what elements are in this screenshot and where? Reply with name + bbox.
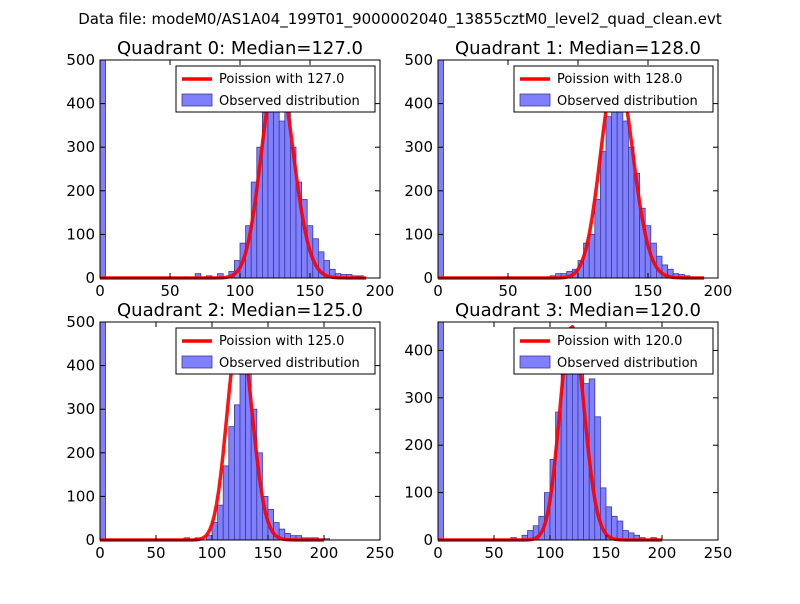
- histogram-bar: [616, 520, 624, 541]
- quadrant-2-axes: 0 50 100 150 200 250 0 100 200 300 400 500: [66, 313, 394, 562]
- x-tick-label: 0: [95, 544, 105, 562]
- quadrant-1-legend-line-label: Poission with 128.0: [557, 72, 682, 87]
- quadrant-1-axes: 0 50 100 150 200 0 100 200 300 400 500: [404, 51, 732, 300]
- axes-frame: [99, 321, 381, 541]
- y-tick-label: 400: [404, 95, 433, 113]
- y-tick-label: 500: [66, 313, 95, 331]
- quadrant-0-legend: Poission with 127.0 Observed distribution: [175, 65, 376, 113]
- histogram-bar: [222, 465, 230, 541]
- histogram-bar: [99, 59, 106, 279]
- quadrant-0-legend-line-label: Poission with 127.0: [219, 72, 344, 87]
- histogram-bar: [622, 120, 629, 279]
- y-tick-label: 200: [404, 182, 433, 200]
- x-tick-label: 0: [433, 544, 443, 562]
- x-tick-label: 150: [634, 282, 663, 300]
- y-tick-label: 200: [404, 436, 433, 454]
- x-tick-label: 50: [160, 282, 179, 300]
- x-tick-label: 100: [226, 282, 255, 300]
- histogram-bar: [278, 120, 286, 279]
- quadrant-1-title: Quadrant 1: Median=128.0: [455, 38, 701, 59]
- y-tick-label: 300: [66, 400, 95, 418]
- quadrant-2-legend-line-label: Poission with 125.0: [219, 334, 344, 349]
- y-tick-label: 400: [404, 341, 433, 359]
- quadrant-0-legend-bar-label: Observed distribution: [219, 94, 360, 109]
- y-tick-label: 100: [66, 487, 95, 505]
- quadrant-1-panel: Quadrant 1: Median=128.0 0 50 100 150 200 0 10…: [404, 38, 732, 300]
- y-tick-label: 300: [66, 138, 95, 156]
- quadrant-2-legend-bar-label: Observed distribution: [219, 356, 360, 371]
- x-tick-label: 150: [254, 544, 283, 562]
- quadrant-3-legend-line-label: Poission with 120.0: [557, 334, 682, 349]
- x-tick-label: 50: [146, 544, 165, 562]
- x-tick-label: 100: [536, 544, 565, 562]
- x-tick-label: 150: [592, 544, 621, 562]
- quadrant-1-legend-bar-label: Observed distribution: [557, 94, 698, 109]
- figure-suptitle: Data file: modeM0/AS1A04_199T01_90000020…: [78, 10, 722, 29]
- x-tick-label: 0: [95, 282, 105, 300]
- y-tick-label: 0: [423, 269, 433, 287]
- legend-bar-swatch: [181, 355, 213, 369]
- x-tick-label: 50: [498, 282, 517, 300]
- x-tick-label: 200: [704, 282, 733, 300]
- y-tick-label: 100: [404, 225, 433, 243]
- quadrant-2-title: Quadrant 2: Median=125.0: [117, 300, 363, 321]
- x-tick-label: 50: [484, 544, 503, 562]
- axes-frame: [437, 321, 719, 541]
- y-tick-label: 500: [66, 51, 95, 69]
- quadrant-2-legend: Poission with 125.0 Observed distribution: [175, 327, 376, 375]
- quadrant-0-title: Quadrant 0: Median=127.0: [117, 38, 363, 59]
- quadrant-2-panel: Quadrant 2: Median=125.0 0 50 100 150 200 250…: [66, 300, 394, 562]
- quadrant-0-panel: Quadrant 0: Median=127.0 0 50 100 150 200 0 10…: [66, 38, 394, 300]
- quadrant-3-legend: Poission with 120.0 Observed distribution: [513, 327, 714, 375]
- histogram-bar: [437, 321, 444, 541]
- histogram-bar: [99, 321, 106, 541]
- histogram-bar: [594, 199, 601, 279]
- y-tick-label: 200: [66, 182, 95, 200]
- y-tick-label: 0: [85, 269, 95, 287]
- histogram-bar: [611, 90, 618, 279]
- quadrant-1-legend: Poission with 128.0 Observed distribution: [513, 65, 714, 113]
- legend-bar-swatch: [181, 93, 213, 107]
- histogram-bar: [267, 103, 274, 279]
- histogram-bar: [233, 404, 241, 541]
- x-tick-label: 200: [648, 544, 677, 562]
- legend-bar-swatch: [519, 355, 551, 369]
- y-tick-label: 400: [66, 357, 95, 375]
- quadrant-3-legend-bar-label: Observed distribution: [557, 356, 698, 371]
- y-tick-label: 100: [66, 225, 95, 243]
- quadrant-3-title: Quadrant 3: Median=120.0: [455, 300, 701, 321]
- histogram-bar: [611, 515, 618, 541]
- y-tick-label: 300: [404, 138, 433, 156]
- histogram-bar: [566, 350, 573, 541]
- x-tick-label: 200: [366, 282, 395, 300]
- y-tick-label: 300: [404, 389, 433, 407]
- histogram-bar: [228, 426, 235, 541]
- y-tick-label: 100: [404, 484, 433, 502]
- y-tick-label: 200: [66, 444, 95, 462]
- x-tick-label: 100: [198, 544, 227, 562]
- x-tick-label: 250: [366, 544, 395, 562]
- legend-bar-swatch: [519, 93, 551, 107]
- y-tick-label: 500: [404, 51, 433, 69]
- y-tick-label: 0: [85, 531, 95, 549]
- x-tick-label: 100: [564, 282, 593, 300]
- y-tick-label: 400: [66, 95, 95, 113]
- x-tick-label: 0: [433, 282, 443, 300]
- quadrant-3-panel: Quadrant 3: Median=120.0 0 50 100 150 200 250…: [404, 300, 732, 562]
- quadrant-3-axes: 0 50 100 150 200 250 0 100 200 300 400: [404, 321, 733, 562]
- histogram-bar: [217, 504, 224, 541]
- x-tick-label: 200: [310, 544, 339, 562]
- histogram-bar: [600, 151, 607, 279]
- histogram-bar: [588, 233, 596, 279]
- y-tick-label: 0: [423, 531, 433, 549]
- x-tick-label: 150: [296, 282, 325, 300]
- histogram-bar: [605, 116, 612, 279]
- histogram-bar: [437, 59, 444, 279]
- x-tick-label: 250: [704, 544, 733, 562]
